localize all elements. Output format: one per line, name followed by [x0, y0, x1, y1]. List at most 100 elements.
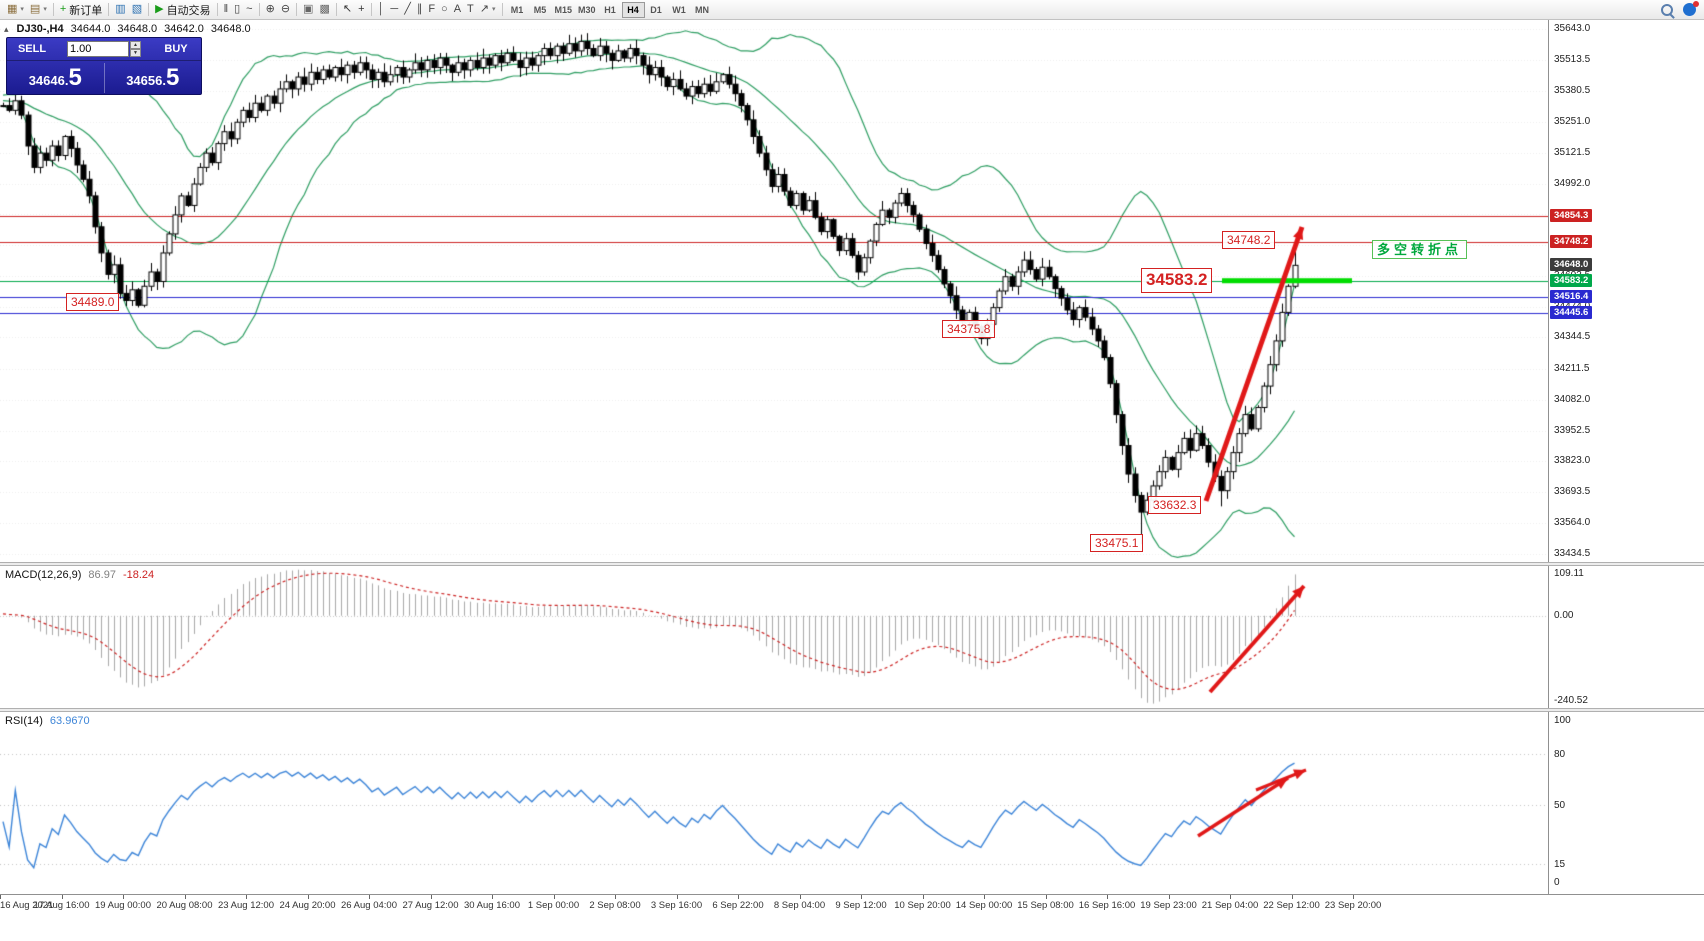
- time-axis[interactable]: 16 Aug 2021 17 Aug 16:00 19 Aug 00:00 20 Au…: [0, 894, 1704, 941]
- shapes-icon[interactable]: ○: [438, 1, 451, 19]
- timeframe-button-h4[interactable]: H4: [621, 1, 645, 18]
- new-order-button-icon: +: [59, 3, 67, 15]
- objects-dropdown-arrow-icon: ▾: [492, 6, 496, 13]
- sell-price-big-digit: 5: [68, 63, 82, 91]
- bar-chart-icon[interactable]: ‖: [221, 1, 232, 19]
- ohlc-low: 34642.0: [164, 23, 204, 35]
- sell-price-button[interactable]: 34646. 5: [7, 63, 104, 91]
- new-chart-icon[interactable]: ▦: [4, 1, 20, 19]
- text-icon[interactable]: A: [451, 1, 464, 19]
- timeframe-button-m5[interactable]: M5: [529, 2, 552, 18]
- fibonacci-icon[interactable]: F: [425, 1, 438, 19]
- price-label-annotation[interactable]: 34583.2: [1141, 267, 1213, 293]
- line-chart-icon[interactable]: ~: [243, 1, 255, 19]
- time-axis-tick: [1230, 895, 1231, 899]
- price-level-box: 34648.0: [1550, 258, 1593, 272]
- zoom-in-icon[interactable]: ⊕: [263, 1, 278, 19]
- cascade-windows-icon[interactable]: ▩: [316, 1, 332, 19]
- one-click-toggle[interactable]: ▴: [4, 23, 9, 34]
- time-axis-label: 17 Aug 16:00: [33, 900, 90, 911]
- buy-price: 34656.: [126, 72, 166, 88]
- profiles-icon[interactable]: ▤: [27, 1, 43, 19]
- time-axis-label: 27 Aug 12:00: [402, 900, 459, 911]
- volume-input[interactable]: [67, 41, 129, 57]
- macd-canvas[interactable]: [0, 566, 1548, 708]
- panel-splitter[interactable]: [0, 708, 1704, 712]
- time-axis-tick: [492, 895, 493, 899]
- buy-button[interactable]: BUY: [151, 42, 201, 56]
- text-label-icon[interactable]: T: [464, 1, 477, 19]
- toolbar-right-icons: [1661, 1, 1699, 16]
- cursor-icon[interactable]: ↖: [340, 1, 355, 19]
- rsi-canvas[interactable]: [0, 712, 1548, 894]
- arrows-tool-icon[interactable]: ↗: [477, 1, 492, 19]
- crosshair-icon[interactable]: +: [355, 1, 367, 19]
- cascade-windows-icon: ▩: [319, 3, 330, 15]
- candlestick-chart-icon[interactable]: ▯: [231, 1, 243, 19]
- time-axis-label: 19 Aug 00:00: [95, 900, 151, 911]
- chart-dropdown-arrow-icon[interactable]: ▾: [20, 1, 27, 19]
- profiles-dropdown-arrow-icon: ▾: [43, 6, 47, 13]
- panel-splitter[interactable]: [0, 562, 1704, 566]
- zoom-out-icon[interactable]: ⊖: [278, 1, 293, 19]
- price-axis-tick: 33434.5: [1554, 547, 1591, 559]
- time-axis-label: 26 Aug 04:00: [341, 900, 397, 911]
- timeframe-button-w1[interactable]: W1: [668, 2, 691, 18]
- timeframe-button-m15[interactable]: M15: [552, 2, 576, 18]
- price-level-box: 34748.2: [1550, 234, 1593, 248]
- price-axis-tick: 33952.5: [1554, 424, 1591, 436]
- objects-dropdown-arrow-icon[interactable]: ▾: [492, 1, 499, 19]
- sell-button[interactable]: SELL: [7, 42, 57, 56]
- price-label-annotation[interactable]: 34489.0: [66, 292, 120, 311]
- buy-price-button[interactable]: 34656. 5: [105, 63, 202, 91]
- channel-icon[interactable]: ∥: [414, 1, 426, 19]
- price-label-annotation[interactable]: 33475.1: [1090, 533, 1144, 552]
- price-chart-canvas[interactable]: [0, 20, 1548, 562]
- text-label-icon: T: [467, 3, 474, 15]
- trendline-icon[interactable]: ╱: [401, 1, 414, 19]
- volume-decrease-button[interactable]: ▼: [130, 49, 141, 57]
- timeframe-button-mn[interactable]: MN: [691, 2, 714, 18]
- timeframe-button-d1[interactable]: D1: [645, 2, 668, 18]
- chart-dropdown-arrow-icon: ▾: [20, 6, 24, 13]
- time-axis-tick: [1045, 895, 1047, 899]
- market-watch-icon[interactable]: ▥: [112, 1, 128, 19]
- time-axis-tick: [984, 895, 985, 899]
- timeframe-button-h1[interactable]: H1: [599, 2, 622, 18]
- community-icon[interactable]: [1683, 1, 1699, 16]
- auto-trading-button[interactable]: ▶ 自动交易: [152, 1, 213, 19]
- data-window-icon: ▧: [131, 3, 143, 15]
- price-label-annotation[interactable]: 33632.3: [1148, 496, 1202, 515]
- macd-label: MACD(12,26,9) 86.97 -18.24: [5, 569, 154, 581]
- turning-point-annotation[interactable]: 多空转折点: [1372, 239, 1468, 260]
- price-label-annotation[interactable]: 34375.8: [942, 319, 996, 338]
- horizontal-line-icon[interactable]: ─: [387, 1, 401, 19]
- time-axis-tick: [430, 895, 432, 899]
- time-axis-tick: [553, 895, 555, 899]
- search-icon[interactable]: [1661, 3, 1673, 16]
- buy-price-big-digit: 5: [165, 63, 180, 91]
- macd-axis-tick: 109.11: [1554, 568, 1584, 579]
- price-axis-tick: 35380.5: [1554, 85, 1591, 97]
- horizontal-line-icon: ─: [390, 3, 399, 15]
- price-axis[interactable]: 35643.0 35513.5 35380.5 35251.0 35121.5 34992…: [1548, 20, 1704, 894]
- time-axis-tick: [922, 895, 924, 899]
- market-watch-icon: ▥: [115, 3, 126, 15]
- timeframe-button-m30[interactable]: M30: [575, 2, 599, 18]
- timeframe-button-m1[interactable]: M1: [506, 2, 529, 18]
- macd-axis-tick: -240.52: [1554, 695, 1588, 706]
- one-click-trading-panel: SELL ▲ ▼ BUY 34646.5 34656.5: [6, 37, 202, 95]
- tile-windows-icon[interactable]: ▣: [300, 1, 316, 19]
- time-axis-label: 15 Sep 08:00: [1017, 900, 1074, 911]
- price-label-annotation[interactable]: 34748.2: [1222, 231, 1276, 250]
- profiles-dropdown-arrow-icon[interactable]: ▾: [43, 1, 50, 19]
- rsi-axis-tick: 15: [1554, 858, 1566, 870]
- volume-control: ▲ ▼: [57, 41, 151, 57]
- time-axis-tick: [1107, 895, 1108, 899]
- vertical-line-icon[interactable]: │: [375, 1, 388, 19]
- new-order-button[interactable]: + 新订单: [57, 1, 105, 19]
- data-window-icon[interactable]: ▧: [129, 1, 145, 19]
- volume-increase-button[interactable]: ▲: [130, 41, 141, 49]
- price-axis-tick: 34344.5: [1554, 331, 1591, 343]
- arrows-tool-icon: ↗: [479, 3, 489, 15]
